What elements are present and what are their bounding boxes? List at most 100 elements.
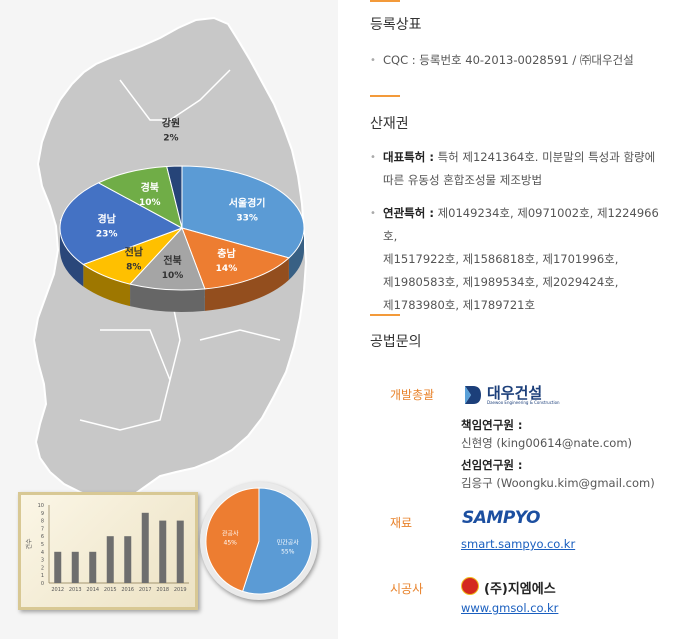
x-tick-label: 2013 <box>69 587 82 593</box>
y-tick-label: 4 <box>41 550 44 556</box>
bullet-icon: • <box>370 55 376 66</box>
pie-slice-side <box>204 257 289 311</box>
pie-slice <box>181 227 290 290</box>
pie-slice-label: 민간공사 <box>277 539 300 547</box>
researcher-block: 책임연구원 : 신현영 (king00614@nate.com) 선임연구원 :… <box>461 416 655 492</box>
pie-slice <box>129 227 206 291</box>
researcher1: 신현영 (king00614@nate.com) <box>461 436 633 450</box>
trademark-text: CQC : 등록번호 40-2013-0028591 / ㈜대우건설 <box>383 53 634 67</box>
gms-link[interactable]: www.gmsol.co.kr <box>461 601 559 615</box>
inquiry-title: 공법문의 <box>370 334 422 350</box>
y-tick-label: 10 <box>38 503 44 509</box>
pie-slice-side <box>83 264 131 307</box>
y-tick-label: 2 <box>41 565 44 571</box>
bar-chart-frame: 0 1 2 3 4 5 6 7 8 9 10 건수 2012 2013 2014 2015 2016 2017 20… <box>18 492 198 610</box>
ip-title: 산재권 <box>370 116 409 132</box>
pie-slice-label: 경남 <box>97 212 116 225</box>
region-pie-chart: 서울경기 33% 충남 14% 전북 10% 전남 8% 경남 23% 경북 10% 강원 2% <box>59 116 305 312</box>
pie-slice <box>205 487 260 593</box>
pie-slice <box>241 487 313 595</box>
section-accent-bar <box>370 0 400 2</box>
korea-map: 서울경기 33% 충남 14% 전북 10% 전남 8% 경남 23% 경북 10% 강원 2% <box>32 16 308 540</box>
pie-slice-side <box>60 228 84 287</box>
y-axis-label: 건수 <box>25 538 33 550</box>
researcher1-label: 책임연구원 : <box>461 418 523 432</box>
x-tick-label: 2019 <box>174 587 187 593</box>
rel-patent-line2: 제1517922호, 제1586818호, 제1701996호, <box>383 252 619 266</box>
rel-patent-label: 연관특허 : <box>383 206 434 220</box>
bar <box>106 536 114 583</box>
rel-patent-line4: 제1783980호, 제1789721호 <box>383 298 536 312</box>
daewoo-logo-icon <box>465 386 481 404</box>
rel-patent-line3: 제1980583호, 제1989534호, 제2029424호, <box>383 275 619 289</box>
trademark-item: • CQC : 등록번호 40-2013-0028591 / ㈜대우건설 <box>370 49 670 72</box>
y-tick-label: 8 <box>41 519 44 525</box>
bar <box>141 512 149 583</box>
trademark-title: 등록상표 <box>370 17 422 33</box>
pie-slice-pct: 55% <box>281 549 295 556</box>
rep-patent-item: • 대표특허 : 특허 제1241364호. 미분말의 특성과 함량에 따른 유… <box>370 146 670 192</box>
bar <box>176 520 184 583</box>
pie-slice-pct: 10% <box>139 198 161 208</box>
section-accent-bar <box>370 95 400 97</box>
material-label: 재료 <box>390 516 413 530</box>
dev-label: 개발총괄 <box>390 388 435 402</box>
x-tick-label: 2014 <box>86 587 99 593</box>
y-tick-label: 0 <box>41 581 44 587</box>
pie-slice-side <box>288 228 304 280</box>
pie-slice <box>59 182 184 266</box>
right-panel: 등록상표 • CQC : 등록번호 40-2013-0028591 / ㈜대우건… <box>338 0 678 639</box>
pie-slice-label: 전북 <box>163 254 181 267</box>
pie-slice <box>166 165 183 229</box>
rel-patent-line1: 제0149234호, 제0971002호, 제1224966호, <box>383 206 659 243</box>
rel-patent-item: • 연관특허 : 제0149234호, 제0971002호, 제1224966호… <box>370 202 670 317</box>
researcher2-label: 선임연구원 : <box>461 458 523 472</box>
pie-slice-label: 충남 <box>217 247 236 260</box>
pie-slice-pct: 45% <box>224 539 238 546</box>
bar <box>89 551 97 583</box>
pie-slice-pct: 23% <box>96 229 118 239</box>
pie-slice <box>97 165 183 229</box>
pie-slice-label: 관공사 <box>222 529 239 537</box>
y-tick-label: 3 <box>41 558 44 564</box>
pie-slice-pct: 10% <box>162 271 184 281</box>
y-tick-label: 6 <box>41 534 44 540</box>
researcher2: 김응구 (Woongku.kim@gmail.com) <box>461 476 655 490</box>
pie-slice-pct: 2% <box>163 133 178 143</box>
bar <box>124 536 132 583</box>
pie-slice-pct: 8% <box>126 263 141 273</box>
x-tick-label: 2016 <box>121 587 134 593</box>
bar <box>71 551 79 583</box>
x-tick-label: 2012 <box>51 587 64 593</box>
contractor-label: 시공사 <box>390 582 424 596</box>
gms-name: (주)지엠에스 <box>484 582 556 597</box>
pie-slice-label: 서울경기 <box>229 196 266 209</box>
pie-slice-label: 전남 <box>125 246 144 259</box>
x-tick-label: 2018 <box>156 587 169 593</box>
x-tick-label: 2017 <box>139 587 152 593</box>
sector-pie-frame: 민간공사 55% 관공사 45% <box>200 482 318 600</box>
bullet-icon: • <box>370 208 376 219</box>
y-tick-label: 7 <box>41 526 44 532</box>
bullet-icon: • <box>370 152 376 163</box>
pie-slice-pct: 14% <box>216 264 238 274</box>
pie-slice <box>181 165 305 259</box>
gms-logo-icon <box>461 577 479 595</box>
pie-slice-label: 경북 <box>141 181 159 194</box>
bar <box>159 520 167 583</box>
y-tick-label: 9 <box>41 511 44 517</box>
sampyo-link[interactable]: smart.sampyo.co.kr <box>461 537 576 551</box>
y-tick-label: 1 <box>41 573 44 579</box>
bar <box>54 551 62 583</box>
section-accent-bar <box>370 314 400 316</box>
sector-pie-chart: 민간공사 55% 관공사 45% <box>205 487 313 595</box>
daewoo-logo-sub: Daewoo Engineering & Construction <box>487 400 560 405</box>
y-tick-label: 5 <box>41 542 44 548</box>
rep-patent-label: 대표특허 : <box>383 150 434 164</box>
daewoo-logo-text: 대우건설 <box>487 384 543 402</box>
pie-slice-label: 강원 <box>162 116 180 129</box>
x-tick-label: 2015 <box>104 587 117 593</box>
rep-patent-line1: 특허 제1241364호. 미분말의 특성과 함량에 <box>433 150 656 164</box>
